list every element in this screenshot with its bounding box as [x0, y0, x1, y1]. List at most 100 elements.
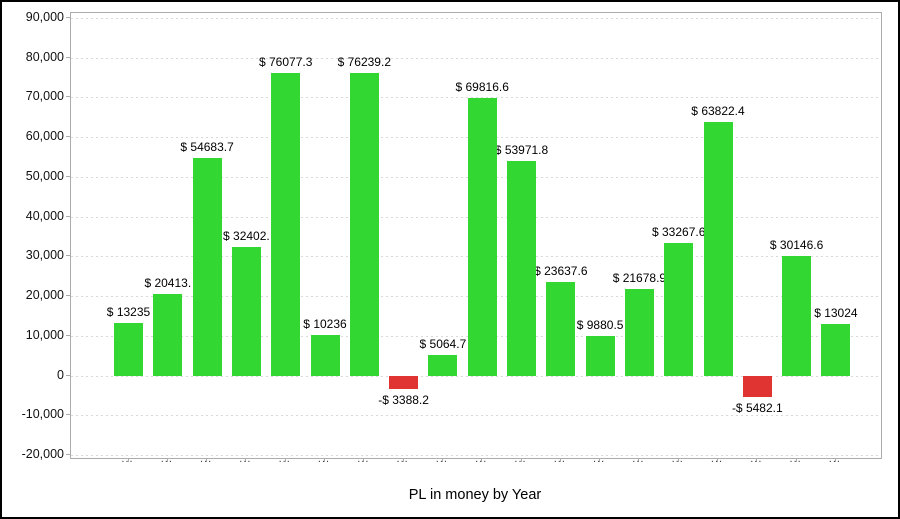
- y-axis-tick-mark: [66, 56, 70, 58]
- bar-value-label: $ 53971.8: [494, 143, 549, 158]
- y-axis-tick-label: 20,000: [25, 288, 64, 303]
- bar: [231, 246, 261, 376]
- y-axis-tick-label: 10,000: [25, 327, 64, 342]
- bar-value-label: $ 13024: [814, 305, 858, 320]
- x-axis-tick-label: ...: [435, 453, 448, 465]
- x-axis-tick-label: ...: [750, 453, 763, 465]
- y-axis-tick-mark: [66, 414, 70, 416]
- x-axis-tick-label: ...: [396, 453, 409, 465]
- y-axis-tick-mark: [66, 255, 70, 257]
- x-axis-tick-mark: [402, 458, 404, 462]
- bar: [703, 122, 733, 376]
- y-axis-tick-label: 60,000: [25, 129, 64, 144]
- y-axis-tick-label: 90,000: [25, 10, 64, 24]
- x-axis-tick-label: ...: [593, 453, 606, 465]
- y-axis-tick-label: 40,000: [25, 208, 64, 223]
- x-axis-tick-label: ...: [121, 453, 134, 465]
- bar: [310, 334, 340, 376]
- x-axis-tick-mark: [638, 458, 640, 462]
- x-axis-tick-label: ...: [789, 453, 802, 465]
- x-axis-tick-label: ...: [239, 453, 252, 465]
- bar: [192, 158, 222, 376]
- x-axis-tick-label: ...: [160, 453, 173, 465]
- x-axis-tick-mark: [481, 458, 483, 462]
- bar: [624, 289, 654, 376]
- bar-value-label: -$ 5482.1: [731, 401, 783, 416]
- bar: [507, 161, 536, 376]
- bar-value-label: $ 54683.7: [180, 140, 234, 155]
- x-axis-tick-label: ...: [317, 453, 331, 465]
- bar-value-label: $ 63822.4: [691, 104, 745, 118]
- plot-area: $ 13235 $ 20413. $ 54683.7 $ 32402. $ 76077.…: [70, 12, 882, 459]
- bar-value-label: $ 30146.6: [769, 237, 824, 252]
- bar: [821, 323, 851, 376]
- x-axis-tick-mark: [363, 458, 365, 462]
- y-axis-tick-label: 30,000: [25, 248, 64, 263]
- bar-value-label: $ 21678.9: [612, 271, 667, 286]
- bar-value-label: $ 76239.2: [337, 54, 391, 69]
- bar-value-label: $ 33267.6: [651, 225, 706, 240]
- bar: [349, 72, 379, 376]
- x-axis-tick-label: ...: [828, 453, 841, 465]
- x-axis-tick-mark: [324, 458, 325, 462]
- x-axis-tick-mark: [284, 458, 286, 462]
- bar-value-label: $ 20413.: [144, 276, 192, 291]
- bar: [114, 322, 143, 376]
- x-axis-tick-mark: [520, 458, 522, 462]
- bar-value-label: $ 13235: [106, 304, 151, 319]
- y-axis-tick-label: 0: [57, 367, 64, 382]
- x-axis-tick-mark: [166, 458, 168, 462]
- x-axis-tick-mark: [717, 458, 718, 462]
- y-axis-tick-mark: [66, 295, 70, 297]
- bar: [467, 98, 497, 376]
- bar-value-label: $ 76077.3: [258, 55, 313, 70]
- y-axis-tick-label: -10,000: [21, 407, 64, 422]
- gridline: [71, 57, 881, 59]
- x-axis-tick-mark: [127, 458, 129, 462]
- y-axis-tick-label: 70,000: [25, 89, 64, 104]
- x-axis-tick-label: ...: [200, 453, 213, 465]
- bar-value-label: -$ 3388.2: [378, 393, 429, 408]
- x-axis-tick-label: ...: [710, 453, 724, 465]
- y-axis-tick-mark: [66, 96, 70, 98]
- bar-value-label: $ 10236: [303, 316, 347, 331]
- bar-value-label: $ 5064.7: [419, 337, 467, 352]
- y-axis-tick-label: -20,000: [21, 447, 64, 462]
- x-axis-tick-mark: [677, 458, 679, 462]
- bar: [664, 243, 694, 376]
- gridline: [71, 375, 881, 377]
- bar: [389, 375, 419, 390]
- bar: [153, 294, 183, 376]
- y-axis-tick-mark: [66, 454, 70, 456]
- y-axis-tick-mark: [66, 334, 70, 336]
- y-axis-tick-mark: [66, 136, 70, 138]
- x-axis-tick-label: ...: [671, 453, 684, 465]
- y-axis-tick-mark: [66, 17, 70, 18]
- y-axis-tick-mark: [66, 215, 70, 217]
- x-axis-tick-label: ...: [278, 453, 291, 465]
- gridline: [71, 415, 881, 417]
- x-axis-tick-label: ...: [514, 453, 527, 465]
- x-axis-tick-mark: [559, 458, 561, 462]
- bar-value-label: $ 69816.6: [455, 80, 509, 95]
- gridline: [71, 97, 881, 99]
- x-axis-tick-mark: [756, 458, 758, 462]
- x-axis-title: PL in money by Year: [408, 487, 542, 503]
- x-axis-tick-mark: [441, 458, 443, 462]
- y-axis-tick-mark: [66, 374, 70, 376]
- bar-value-label: $ 9880.5: [576, 318, 624, 333]
- y-axis-tick-label: 50,000: [25, 168, 64, 183]
- x-axis-tick-mark: [599, 458, 601, 462]
- gridline: [71, 18, 881, 19]
- bar: [271, 73, 301, 376]
- x-axis-tick-mark: [834, 458, 836, 462]
- x-axis-tick-label: ...: [632, 453, 645, 465]
- bar: [546, 281, 576, 376]
- bar: [585, 336, 615, 376]
- bar: [742, 375, 772, 398]
- bar: [782, 255, 812, 376]
- x-axis-tick-label: ...: [553, 453, 566, 465]
- x-axis-tick-mark: [206, 458, 208, 462]
- x-axis-tick-mark: [795, 458, 797, 462]
